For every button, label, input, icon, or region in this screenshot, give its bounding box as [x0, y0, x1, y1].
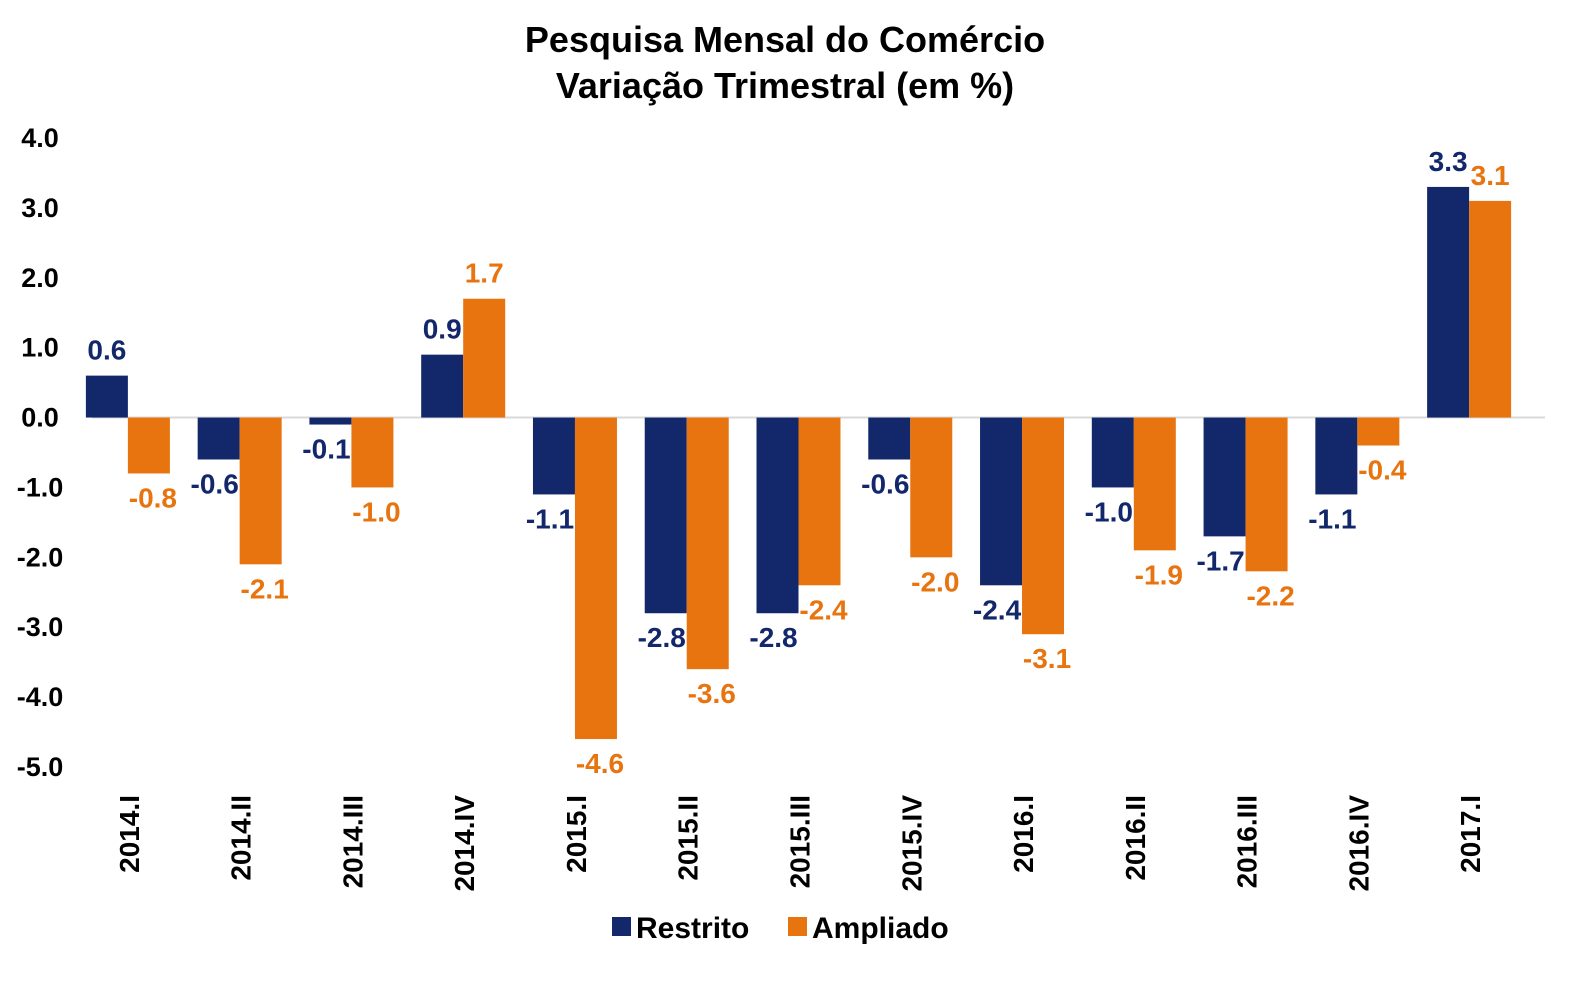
x-tick-label: 2015.III	[785, 795, 816, 888]
x-tick-label: 2015.II	[673, 795, 704, 881]
value-label-restrito: 3.3	[1429, 146, 1468, 177]
bar-ampliado-2016.I	[1022, 417, 1065, 635]
y-axis: 4.0 3.0 2.0 1.0 0.0 -1.0 -2.0 -3.0 -4.0 -5.0	[17, 123, 64, 782]
bar-restrito-2016.III	[1203, 417, 1246, 537]
value-label-restrito: -1.1	[1308, 503, 1356, 534]
value-label-restrito: -2.8	[638, 622, 686, 653]
x-tick-label: 2014.I	[114, 795, 145, 873]
bars	[85, 186, 1512, 740]
y-tick-label: -5.0	[17, 752, 64, 782]
value-label-ampliado: -3.1	[1023, 643, 1071, 674]
value-label-restrito: 0.9	[423, 314, 462, 345]
value-label-ampliado: -0.8	[129, 482, 177, 513]
value-label-ampliado: -2.1	[241, 573, 289, 604]
bar-ampliado-2014.II	[239, 417, 282, 565]
value-label-restrito: -2.4	[973, 594, 1022, 625]
x-axis: 2014.I 2014.II 2014.III 2014.IV 2015.I 2015.I…	[114, 795, 1486, 892]
bar-ampliado-2016.III	[1245, 417, 1288, 572]
x-tick-label: 2015.IV	[896, 795, 927, 892]
bar-restrito-2015.I	[532, 417, 575, 495]
value-label-ampliado: -2.0	[911, 566, 959, 597]
y-tick-label: -4.0	[17, 682, 64, 712]
bar-restrito-2016.I	[980, 417, 1023, 586]
bar-restrito-2016.IV	[1315, 417, 1358, 495]
value-label-restrito: -0.1	[302, 434, 350, 465]
value-label-restrito: -1.1	[526, 503, 574, 534]
legend-label-restrito: Restrito	[636, 912, 749, 945]
x-tick-label: 2014.II	[226, 795, 257, 881]
x-tick-label: 2016.III	[1232, 795, 1263, 888]
bar-ampliado-2016.IV	[1357, 417, 1400, 446]
x-tick-label: 2015.I	[561, 795, 592, 873]
x-tick-label: 2016.I	[1008, 795, 1039, 873]
bar-ampliado-2014.I	[127, 417, 170, 474]
bar-restrito-2014.II	[197, 417, 240, 460]
x-tick-label: 2016.II	[1120, 795, 1151, 881]
bar-restrito-2014.III	[309, 417, 352, 425]
chart-title-line-1: Pesquisa Mensal do Comércio	[525, 19, 1045, 60]
legend-swatch-restrito	[612, 917, 631, 936]
y-tick-label: 1.0	[21, 333, 59, 363]
y-tick-label: -3.0	[17, 612, 64, 642]
bar-restrito-2015.III	[756, 417, 799, 614]
x-tick-label: 2014.III	[337, 795, 368, 888]
bar-restrito-2017.I	[1427, 186, 1470, 418]
y-tick-label: 3.0	[21, 193, 59, 223]
y-tick-label: 0.0	[21, 403, 59, 433]
value-label-restrito: -1.7	[1196, 545, 1244, 576]
bar-ampliado-2015.IV	[910, 417, 953, 558]
value-label-ampliado: -3.6	[688, 678, 736, 709]
bar-ampliado-2017.I	[1469, 200, 1512, 418]
bar-restrito-2015.II	[644, 417, 687, 614]
value-label-ampliado: 1.7	[465, 258, 504, 289]
value-label-restrito: -0.6	[861, 468, 909, 499]
value-label-ampliado: -4.6	[576, 748, 624, 779]
bar-ampliado-2015.III	[798, 417, 841, 586]
x-tick-label: 2016.IV	[1343, 795, 1374, 892]
legend-label-ampliado: Ampliado	[812, 912, 949, 945]
legend-swatch-ampliado	[788, 917, 807, 936]
value-label-restrito: -0.6	[191, 468, 239, 499]
value-label-ampliado: -1.0	[352, 496, 400, 527]
value-label-restrito: -1.0	[1085, 496, 1133, 527]
bar-restrito-2016.II	[1091, 417, 1134, 488]
x-tick-label: 2017.I	[1455, 795, 1486, 873]
chart-title-line-2: Variação Trimestral (em %)	[556, 65, 1014, 106]
value-label-ampliado: -2.2	[1246, 580, 1294, 611]
legend: Restrito Ampliado	[612, 912, 949, 945]
bar-ampliado-2015.II	[686, 417, 729, 670]
y-tick-label: 4.0	[21, 123, 59, 153]
bar-ampliado-2014.III	[351, 417, 394, 488]
y-tick-label: -1.0	[17, 472, 64, 502]
value-label-ampliado: -2.4	[799, 594, 848, 625]
bar-ampliado-2015.I	[574, 417, 617, 740]
value-label-ampliado: -0.4	[1358, 455, 1407, 486]
bar-ampliado-2016.II	[1133, 417, 1176, 551]
value-labels: 0.6-0.8 -0.6-2.1-0.1-1.00.91.7-1.1-4.6-2.…	[87, 146, 1509, 779]
bar-restrito-2014.IV	[421, 354, 464, 418]
bar-ampliado-2014.IV	[463, 298, 506, 418]
value-label-restrito: 0.6	[87, 335, 126, 366]
value-label-ampliado: 3.1	[1471, 160, 1510, 191]
bar-restrito-2014.I	[85, 375, 128, 418]
x-tick-label: 2014.IV	[449, 795, 480, 892]
y-tick-label: 2.0	[21, 263, 59, 293]
value-label-ampliado: -1.9	[1135, 559, 1183, 590]
value-label-restrito: -2.8	[749, 622, 797, 653]
bar-restrito-2015.IV	[868, 417, 911, 460]
y-tick-label: -2.0	[17, 542, 64, 572]
